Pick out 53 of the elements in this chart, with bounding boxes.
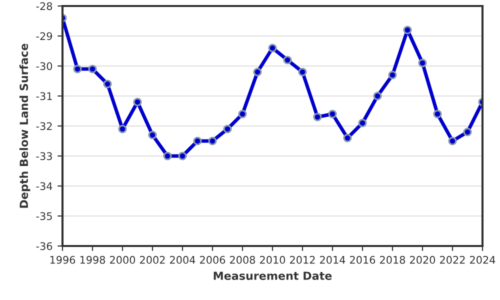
- y-tick-label: -28: [36, 2, 52, 10]
- point: [73, 64, 82, 74]
- point: [253, 68, 262, 76]
- point: [133, 98, 142, 106]
- x-tick-label: 2016: [350, 256, 376, 264]
- point: [403, 26, 412, 34]
- point: [358, 118, 367, 128]
- point: [328, 110, 337, 118]
- y-tick-label: -33: [36, 152, 52, 160]
- x-tick-label: 2006: [200, 256, 226, 264]
- x-tick-label: 1998: [80, 256, 106, 264]
- point: [343, 134, 352, 142]
- point: [433, 110, 442, 118]
- x-tick-label: 2024: [470, 256, 496, 264]
- point: [388, 70, 397, 80]
- point: [223, 124, 232, 134]
- y-tick-label: -31: [36, 92, 52, 100]
- y-tick-label: -34: [36, 182, 52, 190]
- point: [238, 110, 247, 118]
- x-axis-title: Measurement Date: [214, 272, 332, 280]
- y-tick-label: -30: [36, 62, 52, 70]
- x-tick-label: 2020: [410, 256, 436, 264]
- y-tick-label: -35: [36, 212, 52, 220]
- x-tick-label: 2022: [440, 256, 465, 264]
- x-tick-label: 2000: [110, 256, 136, 264]
- point: [373, 92, 382, 100]
- point: [88, 64, 97, 74]
- y-tick-label: -36: [36, 242, 52, 250]
- point: [103, 80, 112, 88]
- y-tick-label: -29: [36, 32, 52, 40]
- point: [193, 136, 202, 146]
- y-axis-title: Depth Below Land Surface: [19, 44, 30, 208]
- point: [163, 152, 172, 160]
- point: [283, 56, 292, 64]
- x-tick-label: 2012: [290, 256, 315, 264]
- x-tick-label: 2008: [230, 256, 256, 264]
- x-tick-label: 1996: [50, 256, 76, 264]
- point: [298, 68, 307, 76]
- point: [118, 124, 127, 134]
- x-tick-label: 2018: [380, 256, 406, 264]
- point: [418, 58, 427, 68]
- point: [448, 136, 457, 146]
- x-tick-label: 2004: [170, 256, 196, 264]
- x-tick-label: 2002: [140, 256, 165, 264]
- point: [148, 130, 157, 140]
- point: [178, 152, 187, 160]
- point: [313, 112, 322, 122]
- point: [268, 44, 277, 52]
- x-tick-label: 2014: [320, 256, 346, 264]
- point: [208, 136, 217, 146]
- point: [463, 128, 472, 136]
- x-tick-label: 2010: [260, 256, 286, 264]
- y-tick-label: -32: [36, 122, 52, 130]
